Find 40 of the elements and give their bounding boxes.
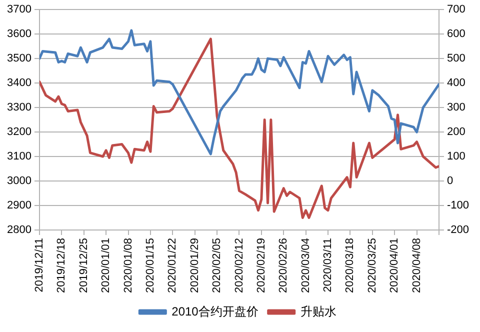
x-tick-label: 2020/02/12 [233,238,246,294]
y-tick-label: 2800 [6,224,32,236]
y2-tick-label: 100 [446,150,466,163]
x-tick-label: 2019/12/18 [56,238,68,294]
x-tick-label: 2020/01/29 [188,238,201,294]
x-tick-label: 2020/04/01 [388,238,401,294]
y2-tick-label: -100 [446,199,470,212]
y-tick-label: 3600 [6,28,32,40]
legend-label: 升贴水 [300,304,336,318]
y-tick-label: 3300 [6,102,32,114]
y-tick-label: 3700 [6,4,32,16]
y-tick-label: 2900 [6,199,32,212]
x-tick-label: 2020/02/26 [278,238,290,294]
y2-tick-label: 700 [446,4,466,16]
y2-tick-label: -200 [446,224,470,236]
legend-label: 2010合约开盘价 [172,304,258,318]
x-tick-label: 2020/03/11 [322,238,334,292]
y-tick-label: 3400 [6,77,32,90]
y-tick-label: 3000 [6,175,32,188]
x-tick-label: 2020/01/15 [144,238,156,294]
x-tick-label: 2020/01/08 [122,238,134,294]
y2-tick-label: 400 [446,77,466,90]
y-tick-label: 3200 [6,126,32,138]
x-tick-label: 2020/04/08 [410,238,423,294]
x-tick-label: 2020/01/01 [100,238,112,294]
y-tick-label: 3500 [6,52,32,65]
x-tick-label: 2019/12/11 [34,238,46,292]
x-tick-label: 2020/02/05 [211,238,224,294]
x-tick-label: 2019/12/25 [78,238,90,294]
y2-tick-label: 200 [446,126,466,138]
y2-tick-label: 500 [446,52,466,65]
x-tick-label: 2020/02/19 [255,238,268,294]
x-tick-label: 2020/03/25 [366,238,378,294]
y2-tick-label: 300 [446,102,466,114]
y2-tick-label: 600 [446,28,466,40]
y2-tick-label: 0 [446,175,454,188]
x-tick-label: 2020/03/04 [300,238,312,294]
x-tick-label: 2020/01/22 [166,238,179,294]
y-tick-label: 3100 [6,150,32,163]
x-tick-label: 2020/03/18 [344,238,356,294]
